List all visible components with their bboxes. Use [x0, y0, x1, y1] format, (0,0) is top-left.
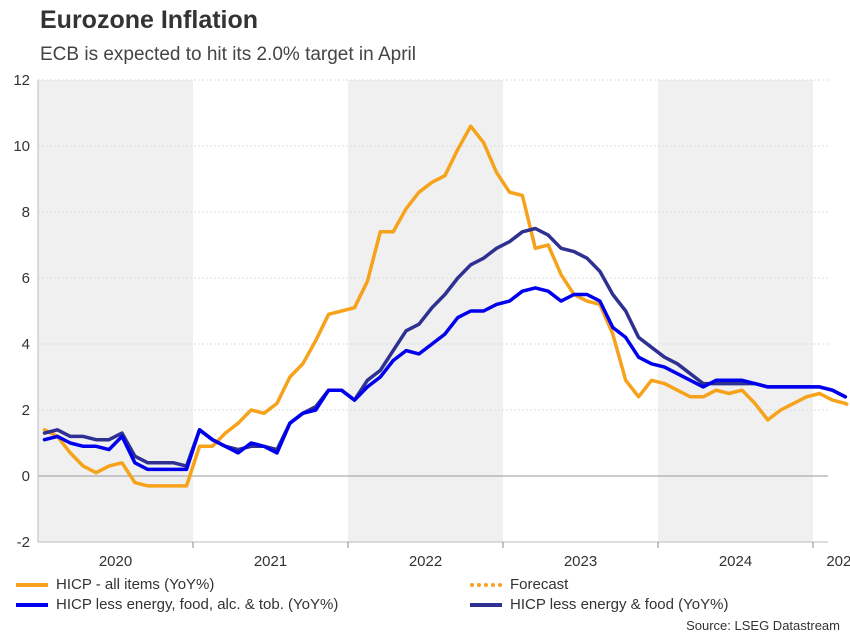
chart-title: Eurozone Inflation [40, 6, 259, 34]
x-tick-label: 2022 [409, 553, 442, 570]
source-note: Source: LSEG Datastream [686, 618, 840, 633]
x-tick-label: 2020 [99, 553, 132, 570]
x-tick-label: 2024 [719, 553, 752, 570]
shaded-band-2024 [658, 80, 813, 542]
legend-item-hicp: HICP - all items (YoY%) [16, 576, 214, 593]
legend-label-forecast: Forecast [510, 576, 569, 593]
series-line-core-alc [42, 286, 848, 472]
legend-item-core: HICP less energy & food (YoY%) [470, 596, 728, 613]
y-tick-label: 8 [22, 204, 30, 221]
y-tick-label: 0 [22, 468, 30, 485]
shaded-band-2020 [38, 80, 193, 542]
y-tick-label: 10 [13, 138, 30, 155]
series-line-hicp [42, 124, 848, 488]
legend-swatch-hicp [16, 582, 48, 587]
legend-label-core: HICP less energy & food (YoY%) [510, 596, 729, 613]
legend-swatch-core [470, 602, 502, 607]
legend-item-core-alc: HICP less energy, food, alc. & tob. (YoY… [16, 596, 338, 613]
legend-label-core-alc: HICP less energy, food, alc. & tob. (YoY… [56, 596, 339, 613]
legend-label-hicp: HICP - all items (YoY%) [56, 576, 215, 593]
chart-subtitle: ECB is expected to hit its 2.0% target i… [40, 44, 416, 65]
y-tick-label: 4 [22, 336, 30, 353]
x-tick-label: 2021 [254, 553, 287, 570]
y-tick-label: 6 [22, 270, 30, 287]
y-tick-label: 12 [13, 72, 30, 89]
x-tick-label: 2023 [564, 553, 597, 570]
x-tick-label: 2025 [826, 553, 850, 570]
legend-swatch-forecast [470, 582, 502, 587]
y-tick-label: -2 [17, 534, 30, 551]
series-line-forecast [844, 401, 850, 408]
legend-swatch-core-alc [16, 602, 48, 607]
legend-item-forecast: Forecast [470, 576, 568, 593]
y-tick-label: 2 [22, 402, 30, 419]
